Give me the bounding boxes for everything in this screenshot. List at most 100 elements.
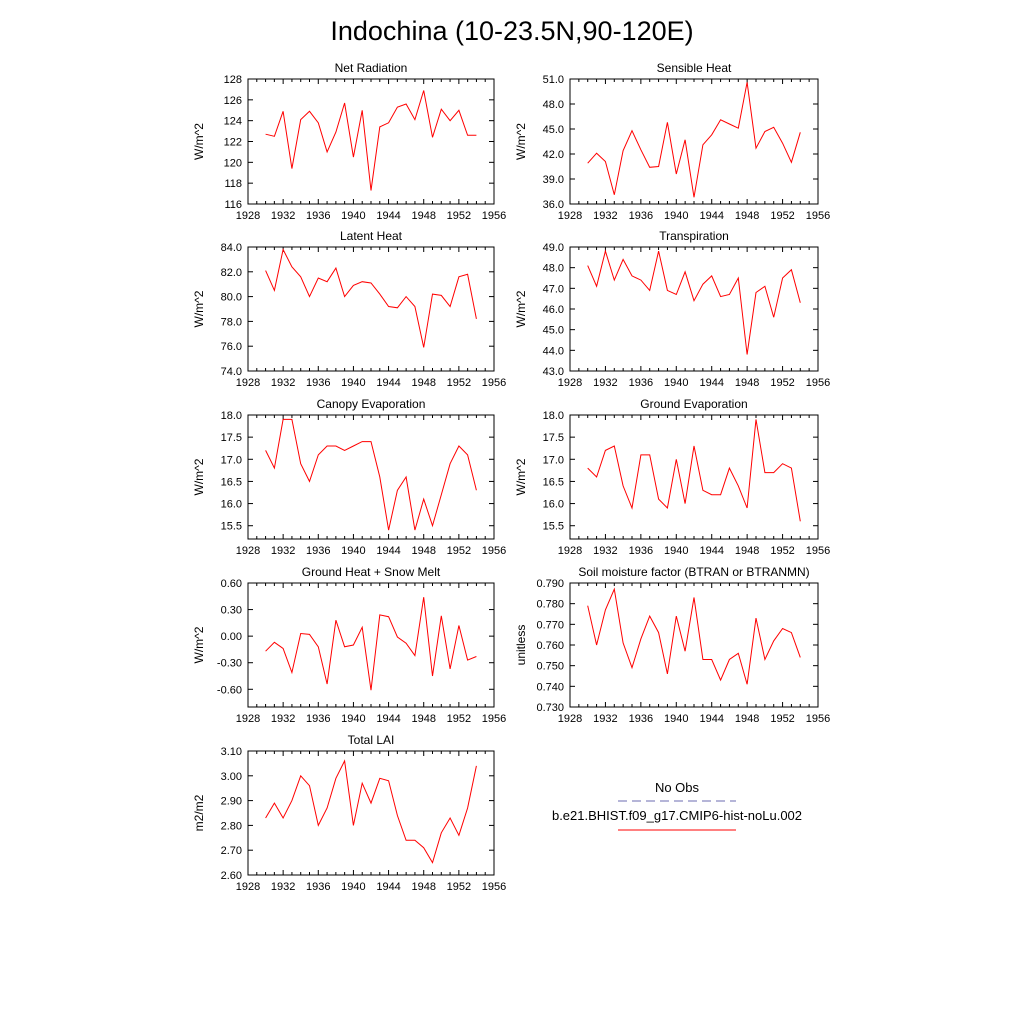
plot-frame [247,246,495,372]
series-line [587,249,801,355]
y-tick-label: 2.80 [221,820,242,832]
legend-model-label: b.e21.BHIST.f09_g17.CMIP6-hist-noLu.002 [552,808,802,823]
x-tick-label: 1940 [341,713,365,725]
y-tick-label: 18.0 [543,410,564,422]
series-line [265,418,477,531]
legend: No Obs b.e21.BHIST.f09_g17.CMIP6-hist-no… [552,780,802,831]
x-tick-label: 1956 [806,713,830,725]
x-tick-label: 1948 [411,377,435,389]
chart-panel: Transpiration W/m^2 1928 1932 1936 1940 1944 19… [514,229,830,389]
y-axis-label: unitless [514,625,528,666]
x-tick-label: 1944 [699,713,723,725]
y-tick-label: 17.5 [543,432,564,444]
y-tick-label: 0.30 [221,605,242,617]
x-tick-label: 1932 [593,713,617,725]
plot-frame [569,414,819,540]
series-line [265,90,477,191]
y-tick-label: 0.740 [536,681,564,693]
x-tick-label: 1944 [376,545,400,557]
x-tick-label: 1940 [664,377,688,389]
x-tick-label: 1936 [306,713,330,725]
x-tick-label: 1948 [735,210,759,222]
chart-panel: Total LAI m2/m2 1928 1932 1936 1940 1944 1948 19… [192,733,506,893]
y-tick-label: 118 [224,178,242,190]
x-tick-label: 1956 [806,545,830,557]
panel-title: Total LAI [348,733,395,747]
x-tick-label: 1940 [664,545,688,557]
y-tick-label: 0.730 [536,702,564,714]
x-tick-label: 1952 [770,377,794,389]
y-tick-label: 39.0 [543,174,564,186]
x-tick-label: 1948 [735,713,759,725]
y-axis-label: W/m^2 [192,626,206,663]
x-tick-label: 1952 [770,545,794,557]
x-tick-label: 1932 [271,377,295,389]
y-tick-label: 45.0 [543,325,564,337]
x-tick-label: 1948 [411,545,435,557]
y-tick-label: 2.60 [221,870,242,882]
chart-panel: Ground Heat + Snow Melt W/m^2 1928 1932 1936… [192,565,506,725]
chart-panel: Canopy Evaporation W/m^2 1928 1932 1936 1940 1… [192,397,506,557]
x-tick-label: 1928 [558,713,582,725]
x-tick-label: 1944 [376,210,400,222]
y-tick-label: 0.00 [221,631,242,643]
plot-frame [247,414,495,540]
x-tick-label: 1952 [770,713,794,725]
x-tick-label: 1936 [629,713,653,725]
x-tick-label: 1932 [271,210,295,222]
x-tick-label: 1952 [447,881,471,893]
x-tick-label: 1944 [376,881,400,893]
x-tick-label: 1936 [629,377,653,389]
y-tick-label: 0.790 [536,578,564,590]
y-tick-label: -0.60 [217,684,242,696]
panel-title: Net Radiation [335,61,408,75]
y-axis-label: W/m^2 [514,458,528,495]
x-tick-label: 1940 [664,210,688,222]
y-tick-label: 76.0 [221,341,242,353]
y-tick-label: 82.0 [221,267,242,279]
x-tick-label: 1952 [447,545,471,557]
x-tick-label: 1936 [306,377,330,389]
plot-frame [569,78,819,205]
plot-frame [247,78,495,205]
y-tick-label: 17.0 [543,454,564,466]
y-tick-label: 78.0 [221,316,242,328]
y-tick-label: 42.0 [543,149,564,161]
y-axis-label: W/m^2 [192,290,206,327]
panel-title: Latent Heat [340,229,403,243]
chart-panel: Net Radiation W/m^2 1928 1932 1936 1940 1944 19… [192,61,506,222]
y-tick-label: 17.5 [221,432,242,444]
x-tick-label: 1928 [236,210,260,222]
plot-frame [569,246,819,372]
y-tick-label: 3.10 [221,746,242,758]
series-line [265,597,477,691]
x-tick-label: 1928 [558,545,582,557]
series-line [265,759,477,864]
y-tick-label: 48.0 [543,263,564,275]
x-tick-label: 1956 [482,545,506,557]
legend-obs-label: No Obs [655,780,700,795]
y-tick-label: 0.780 [536,599,564,611]
panel-title: Canopy Evaporation [317,397,426,411]
x-tick-label: 1936 [629,545,653,557]
y-axis-label: W/m^2 [514,123,528,160]
x-tick-label: 1936 [306,210,330,222]
x-tick-label: 1956 [482,377,506,389]
y-tick-label: 36.0 [543,199,564,211]
y-tick-label: 16.5 [543,476,564,488]
x-tick-label: 1956 [806,210,830,222]
y-tick-label: 2.70 [221,845,242,857]
y-tick-label: 16.0 [543,499,564,511]
panel-title: Sensible Heat [657,61,732,75]
chart-panel: Soil moisture factor (BTRAN or BTRANMN) u… [514,565,830,725]
plot-frame [569,582,819,708]
y-axis-label: m2/m2 [192,794,206,831]
x-tick-label: 1948 [735,377,759,389]
y-tick-label: 16.5 [221,476,242,488]
y-tick-label: 45.0 [543,124,564,136]
panel-title: Ground Evaporation [640,397,747,411]
x-tick-label: 1956 [806,377,830,389]
x-tick-label: 1940 [341,210,365,222]
chart-panel: Sensible Heat W/m^2 1928 1932 1936 1940 1944 19… [514,61,830,222]
